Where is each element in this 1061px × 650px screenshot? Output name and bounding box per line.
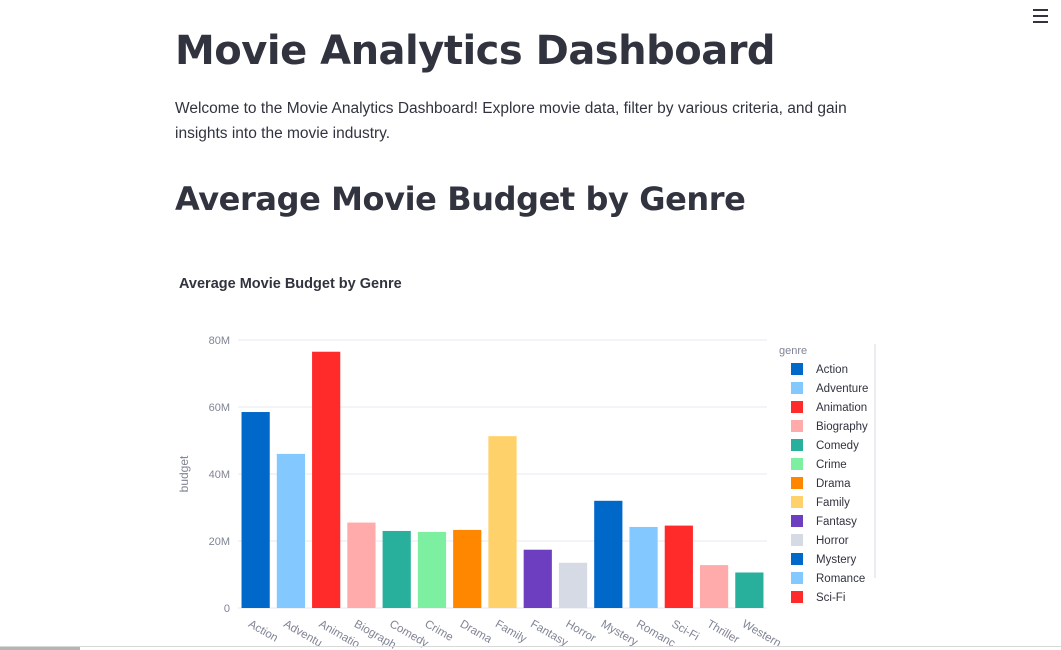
bar-thriller bbox=[699, 565, 729, 608]
legend-swatch bbox=[791, 458, 803, 470]
legend-item[interactable]: Romance bbox=[816, 573, 865, 585]
bar-biography bbox=[347, 522, 376, 608]
horizontal-scrollbar[interactable] bbox=[0, 647, 80, 650]
bar-fantasy bbox=[523, 549, 552, 608]
legend-item[interactable]: Sci-Fi bbox=[816, 592, 845, 604]
bar-western bbox=[735, 572, 764, 608]
legend-swatch bbox=[791, 496, 803, 508]
legend-item[interactable]: Action bbox=[816, 364, 848, 376]
x-tick-label: Thriller bbox=[705, 618, 742, 646]
x-tick-label: Horror bbox=[564, 618, 598, 645]
legend-swatch bbox=[791, 477, 803, 489]
legend-swatch bbox=[791, 591, 803, 603]
bar-sci-fi bbox=[664, 525, 693, 608]
legend-swatch bbox=[791, 420, 803, 432]
x-tick-label: Action bbox=[246, 618, 280, 644]
bar-horror bbox=[558, 562, 588, 608]
legend-item[interactable]: Adventure bbox=[816, 383, 868, 395]
bar-family bbox=[488, 436, 517, 608]
bar-adventure bbox=[276, 453, 306, 608]
legend-swatch bbox=[791, 363, 803, 375]
bar-animation bbox=[312, 351, 341, 608]
legend-item[interactable]: Biography bbox=[816, 421, 868, 433]
chart-title: Average Movie Budget by Genre bbox=[179, 276, 402, 292]
legend-item[interactable]: Comedy bbox=[816, 440, 859, 452]
bar-romance bbox=[629, 526, 658, 608]
x-tick-label: Family bbox=[493, 618, 529, 645]
bar-drama bbox=[453, 529, 482, 608]
legend-swatch bbox=[791, 439, 803, 451]
bar-action bbox=[241, 412, 270, 608]
intro-text: Welcome to the Movie Analytics Dashboard… bbox=[175, 100, 847, 142]
y-tick-label: 40M bbox=[209, 469, 230, 481]
legend-item[interactable]: Horror bbox=[816, 535, 849, 547]
legend-swatch bbox=[791, 515, 803, 527]
y-axis-label: budget bbox=[177, 455, 191, 492]
x-tick-label: Drama bbox=[458, 618, 494, 646]
legend-item[interactable]: Animation bbox=[816, 402, 867, 414]
legend-item[interactable]: Fantasy bbox=[816, 516, 857, 528]
bar-crime bbox=[417, 531, 447, 608]
legend-item[interactable]: Mystery bbox=[816, 554, 857, 566]
legend-swatch bbox=[791, 553, 803, 565]
x-tick-label: Fantasy bbox=[528, 618, 570, 649]
bar-mystery bbox=[594, 500, 623, 608]
legend-swatch bbox=[791, 401, 803, 413]
legend-swatch bbox=[791, 534, 803, 546]
hamburger-menu-icon[interactable] bbox=[1033, 8, 1051, 24]
bottom-divider bbox=[0, 646, 1061, 647]
legend-item[interactable]: Crime bbox=[816, 459, 847, 471]
y-tick-label: 20M bbox=[209, 536, 230, 548]
legend-swatch bbox=[791, 382, 803, 394]
bar-comedy bbox=[382, 530, 411, 608]
x-tick-label: Mystery bbox=[599, 618, 640, 649]
y-tick-label: 60M bbox=[209, 402, 230, 414]
x-tick-label: Adventu bbox=[281, 618, 324, 649]
section-title: Average Movie Budget by Genre bbox=[175, 180, 746, 218]
page-title: Movie Analytics Dashboard bbox=[175, 28, 776, 74]
y-tick-label: 80M bbox=[209, 335, 230, 347]
legend-item[interactable]: Drama bbox=[816, 478, 851, 490]
legend-swatch bbox=[791, 572, 803, 584]
y-tick-label: 0 bbox=[224, 603, 230, 615]
legend-item[interactable]: Family bbox=[816, 497, 850, 509]
legend-title: genre bbox=[779, 345, 807, 357]
